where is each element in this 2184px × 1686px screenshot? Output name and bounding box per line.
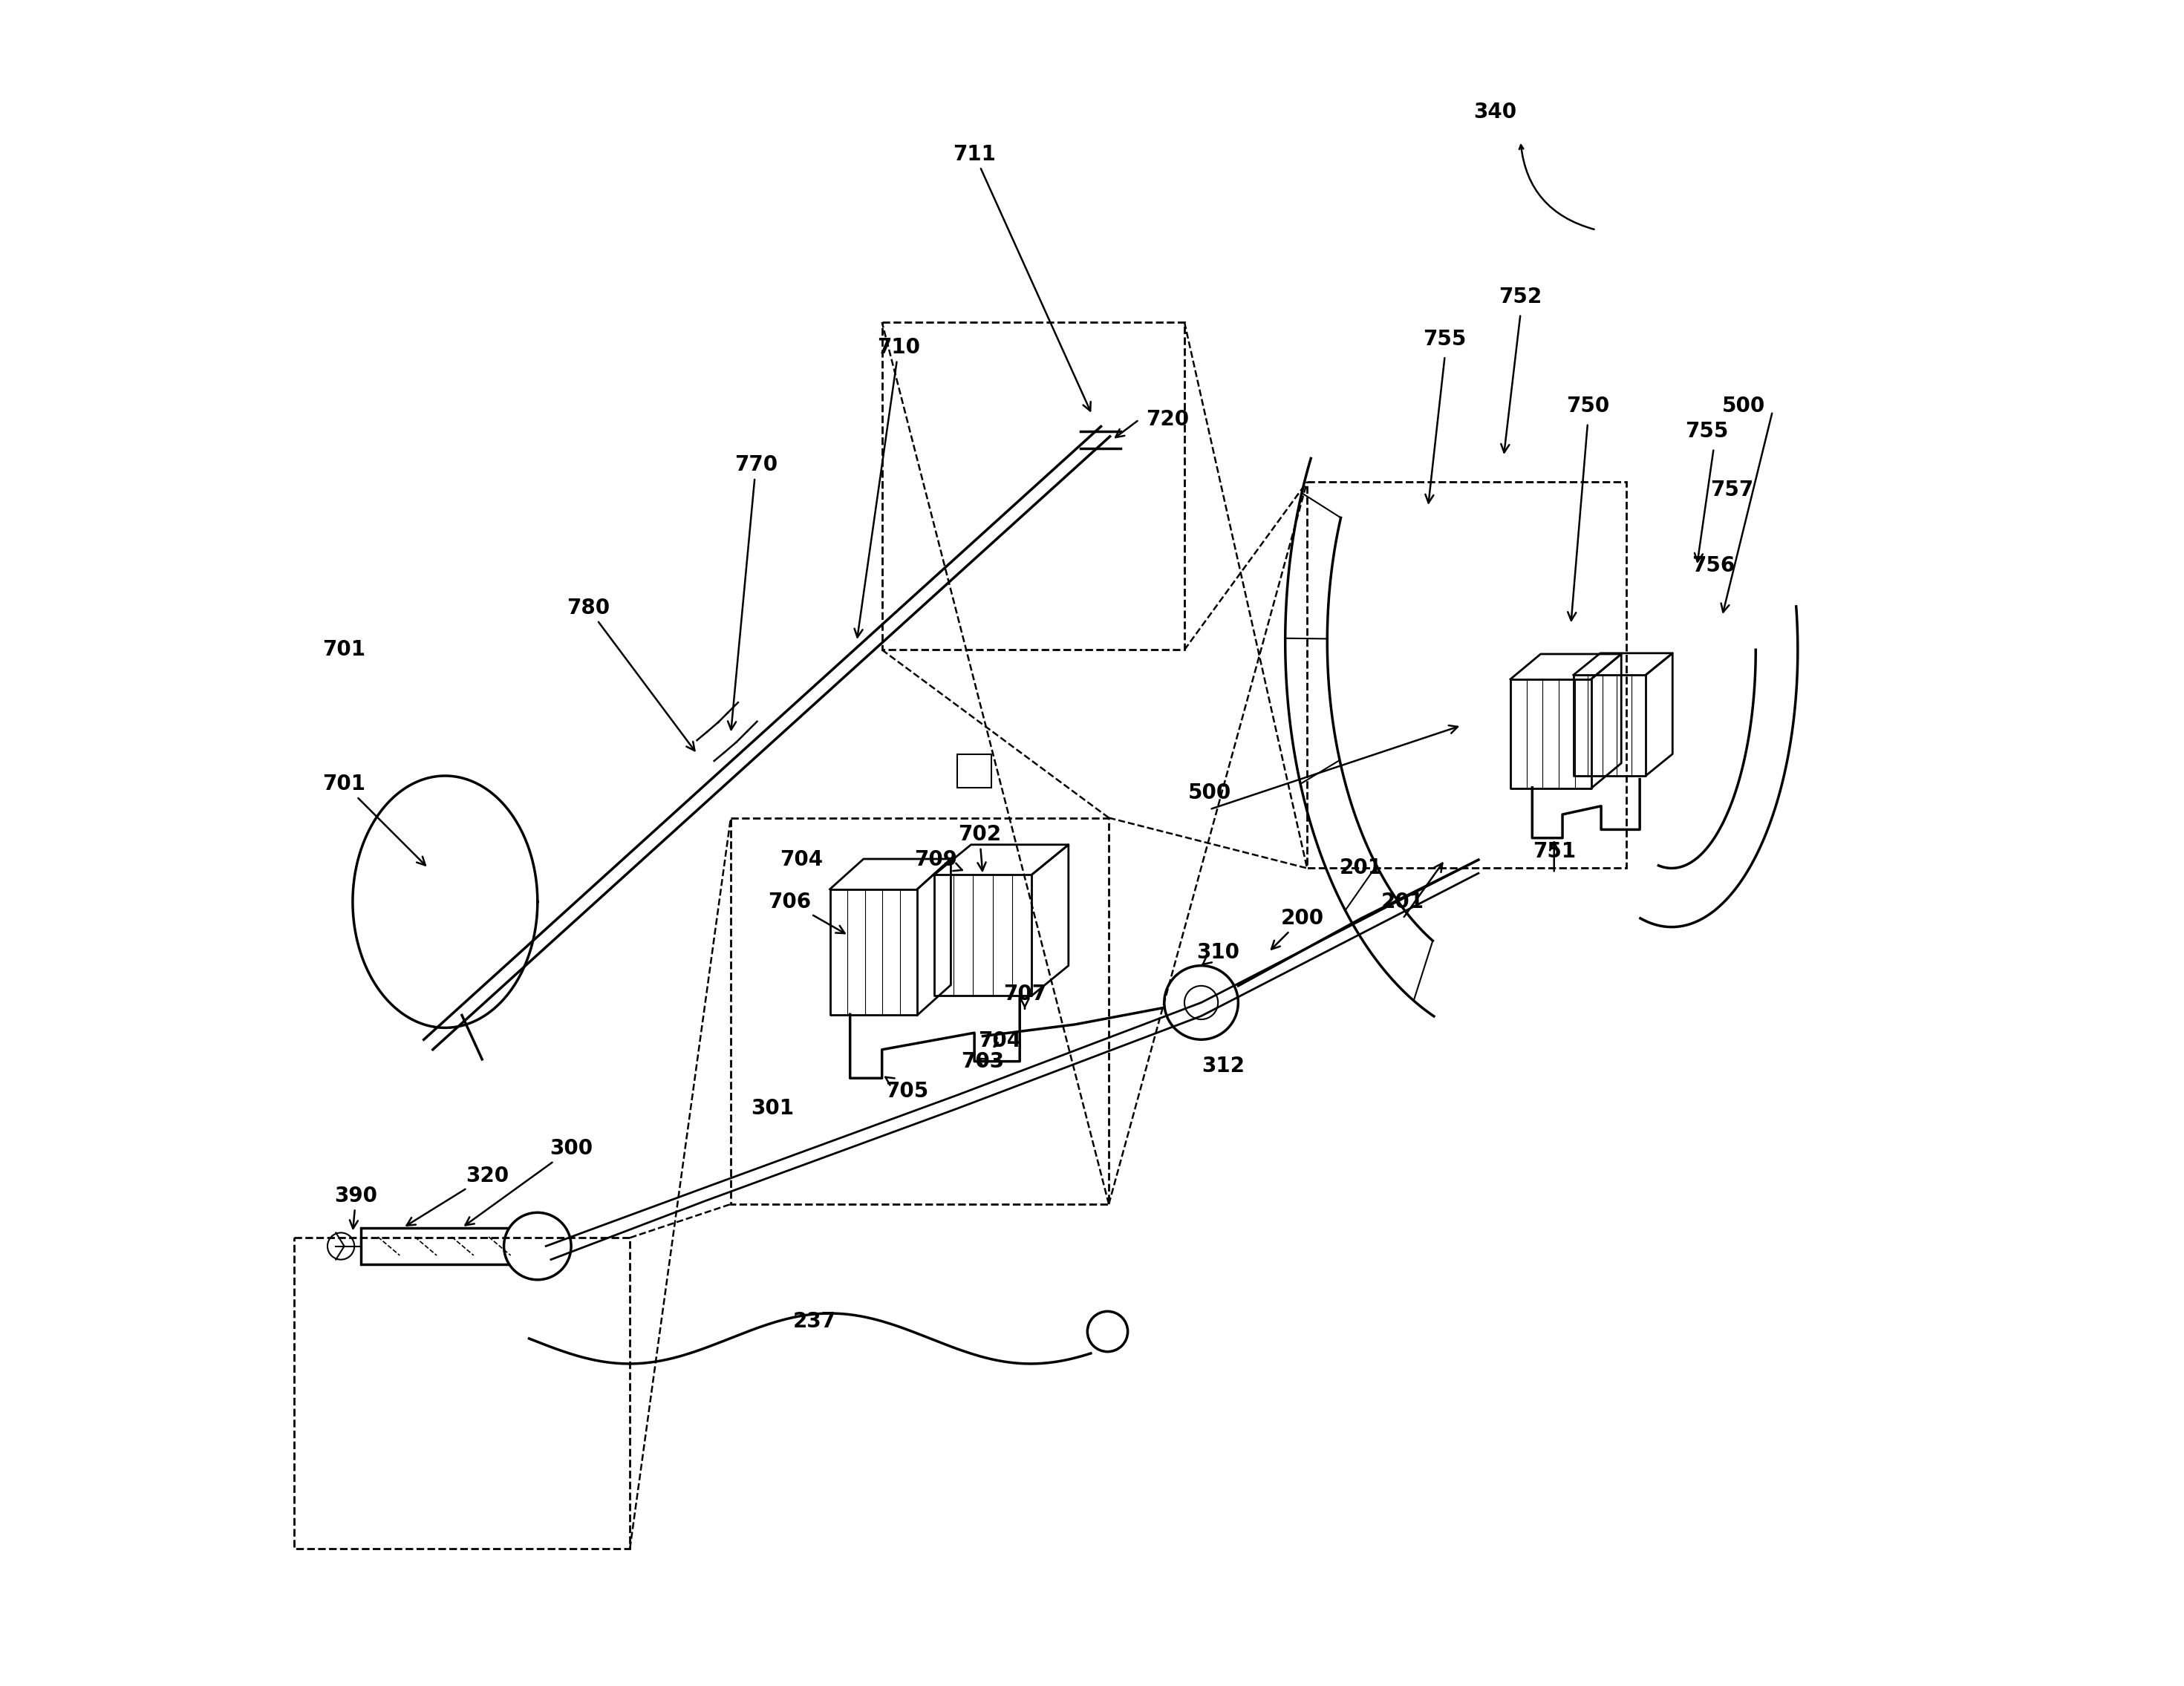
Circle shape xyxy=(505,1212,572,1280)
Text: 201: 201 xyxy=(1380,892,1424,912)
Text: 300: 300 xyxy=(465,1138,592,1226)
Text: 200: 200 xyxy=(1271,909,1324,949)
Text: 301: 301 xyxy=(751,1098,795,1120)
Text: 755: 755 xyxy=(1686,422,1728,442)
Text: 704: 704 xyxy=(978,1030,1022,1052)
Circle shape xyxy=(1164,966,1238,1040)
Text: 201: 201 xyxy=(1339,858,1382,878)
Text: 711: 711 xyxy=(952,143,1090,411)
Text: 320: 320 xyxy=(406,1165,509,1226)
Text: 237: 237 xyxy=(793,1312,836,1332)
Text: 702: 702 xyxy=(959,824,1000,870)
Text: 756: 756 xyxy=(1693,555,1734,577)
Text: 780: 780 xyxy=(566,597,695,750)
Bar xyxy=(882,322,1184,649)
Circle shape xyxy=(1184,986,1219,1020)
Text: 707: 707 xyxy=(1002,985,1046,1008)
Text: 755: 755 xyxy=(1424,329,1465,349)
Text: 757: 757 xyxy=(1710,481,1754,501)
Bar xyxy=(1306,482,1627,868)
Text: 310: 310 xyxy=(1197,942,1241,964)
Bar xyxy=(957,754,992,787)
Text: 500: 500 xyxy=(1723,396,1765,416)
Text: 390: 390 xyxy=(334,1185,378,1229)
Text: 710: 710 xyxy=(854,337,919,637)
Circle shape xyxy=(328,1232,354,1259)
Text: 750: 750 xyxy=(1566,396,1610,416)
Bar xyxy=(295,1238,629,1548)
Text: 704: 704 xyxy=(780,850,823,870)
Text: 770: 770 xyxy=(727,455,778,730)
Text: 703: 703 xyxy=(961,1050,1005,1072)
Text: 500: 500 xyxy=(1188,782,1232,803)
Text: 701: 701 xyxy=(323,774,426,865)
Circle shape xyxy=(1088,1312,1127,1352)
Bar xyxy=(732,818,1109,1204)
Bar xyxy=(360,1227,537,1264)
Text: 720: 720 xyxy=(1147,410,1188,430)
Text: 709: 709 xyxy=(915,850,963,872)
Text: 705: 705 xyxy=(885,1077,928,1103)
Text: 751: 751 xyxy=(1533,841,1575,862)
Text: 340: 340 xyxy=(1474,101,1518,123)
Text: 701: 701 xyxy=(323,639,365,661)
Text: 312: 312 xyxy=(1201,1055,1245,1077)
Text: 706: 706 xyxy=(769,892,845,934)
Text: 752: 752 xyxy=(1498,287,1542,307)
